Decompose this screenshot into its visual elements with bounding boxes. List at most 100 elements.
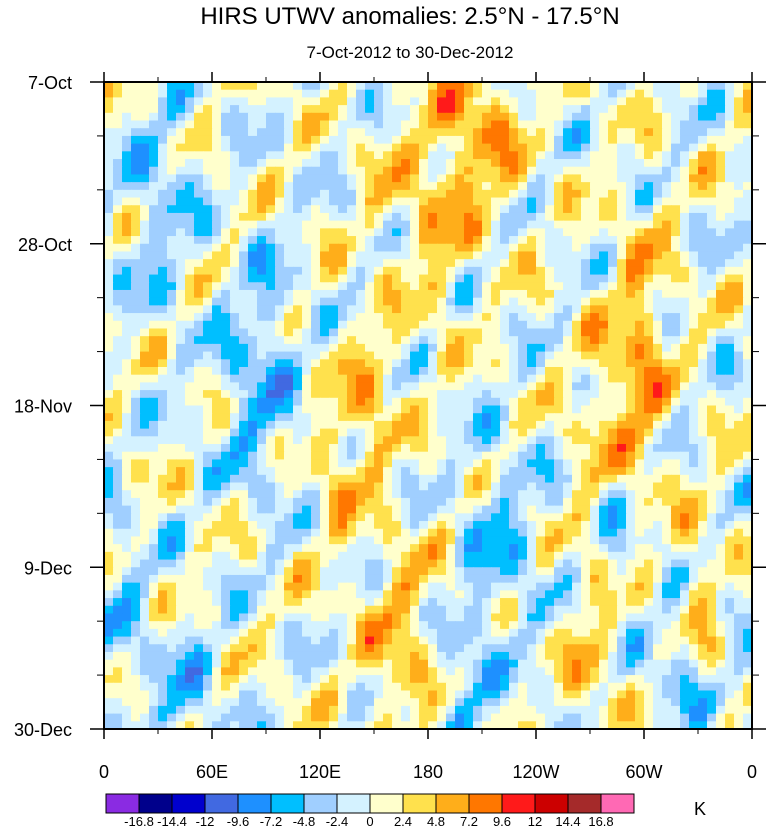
heatmap-cell (158, 320, 168, 330)
heatmap-cell (626, 166, 636, 176)
heatmap-cell (509, 328, 519, 337)
heatmap-cell (140, 459, 150, 468)
heatmap-cell (518, 497, 528, 507)
heatmap-cell (239, 320, 249, 330)
heatmap-cell (356, 305, 366, 314)
heatmap-cell (599, 166, 609, 176)
heatmap-cell (671, 590, 681, 599)
heatmap-cell (131, 444, 141, 453)
heatmap-cell (257, 197, 267, 206)
heatmap-cell (572, 413, 582, 422)
heatmap-cell (194, 166, 204, 176)
heatmap-cell (149, 174, 159, 183)
heatmap-cell (734, 259, 744, 268)
heatmap-cell (689, 390, 699, 399)
heatmap-cell (662, 97, 672, 106)
heatmap-cell (608, 405, 618, 414)
heatmap-cell (509, 313, 519, 322)
heatmap-cell (500, 536, 510, 545)
heatmap-cell (149, 590, 159, 599)
heatmap-cell (392, 574, 402, 584)
heatmap-cell (455, 313, 465, 322)
heatmap-cell (545, 259, 555, 268)
heatmap-cell (104, 605, 114, 615)
heatmap-cell (410, 605, 420, 615)
heatmap-cell (545, 528, 555, 538)
heatmap-cell (455, 397, 465, 407)
heatmap-cell (689, 320, 699, 330)
heatmap-cell (293, 544, 303, 553)
heatmap-cell (275, 474, 285, 484)
heatmap-cell (644, 528, 654, 538)
heatmap-cell (230, 405, 240, 414)
heatmap-cell (374, 143, 384, 152)
heatmap-cell (563, 320, 573, 330)
heatmap-cell (374, 366, 384, 376)
heatmap-cell (311, 174, 321, 183)
heatmap-cell (203, 251, 213, 260)
heatmap-cell (392, 366, 402, 376)
heatmap-cell (302, 182, 312, 191)
heatmap-cell (338, 82, 348, 91)
heatmap-cell (275, 459, 285, 468)
heatmap-cell (437, 135, 447, 145)
heatmap-cell (356, 159, 366, 168)
heatmap-cell (698, 313, 708, 322)
heatmap-cell (230, 605, 240, 615)
heatmap-cell (185, 343, 195, 353)
heatmap-cell (275, 220, 285, 229)
heatmap-cell (347, 289, 357, 299)
heatmap-cell (383, 598, 393, 607)
heatmap-cell (158, 135, 168, 145)
heatmap-cell (662, 143, 672, 152)
heatmap-cell (734, 105, 744, 114)
heatmap-cell (572, 128, 582, 137)
heatmap-cell (536, 343, 546, 353)
heatmap-cell (563, 89, 573, 98)
heatmap-cell (266, 305, 276, 314)
heatmap-cell (473, 451, 483, 461)
heatmap-cell (743, 567, 753, 576)
heatmap-cell (104, 444, 114, 453)
heatmap-cell (590, 582, 600, 591)
heatmap-cell (230, 143, 240, 152)
heatmap-cell (572, 567, 582, 576)
heatmap-cell (302, 236, 312, 245)
heatmap-cell (518, 374, 528, 383)
heatmap-cell (509, 359, 519, 368)
heatmap-cell (113, 282, 123, 291)
heatmap-cell (698, 366, 708, 376)
heatmap-cell (662, 397, 672, 407)
heatmap-cell (293, 274, 303, 283)
heatmap-cell (545, 559, 555, 568)
heatmap-cell (158, 243, 168, 253)
heatmap-cell (230, 490, 240, 499)
heatmap-cell (383, 528, 393, 538)
heatmap-cell (113, 236, 123, 245)
heatmap-cell (446, 97, 456, 106)
heatmap-cell (113, 451, 123, 461)
heatmap-cell (509, 482, 519, 491)
heatmap-cell (680, 220, 690, 229)
heatmap-cell (230, 174, 240, 183)
heatmap-cell (545, 436, 555, 445)
heatmap-cell (743, 582, 753, 591)
heatmap-cell (176, 82, 186, 91)
heatmap-cell (536, 320, 546, 330)
heatmap-cell (599, 513, 609, 522)
heatmap-cell (536, 505, 546, 514)
heatmap-cell (266, 228, 276, 237)
heatmap-cell (545, 212, 555, 222)
heatmap-cell (509, 374, 519, 383)
heatmap-cell (653, 467, 663, 476)
heatmap-cell (644, 343, 654, 353)
heatmap-cell (320, 105, 330, 114)
heatmap-cell (140, 397, 150, 407)
heatmap-cell (707, 159, 717, 168)
heatmap-cell (275, 551, 285, 561)
heatmap-cell (338, 359, 348, 368)
heatmap-cell (284, 567, 294, 576)
heatmap-cell (725, 120, 735, 129)
heatmap-cell (743, 120, 753, 129)
heatmap-cell (320, 159, 330, 168)
